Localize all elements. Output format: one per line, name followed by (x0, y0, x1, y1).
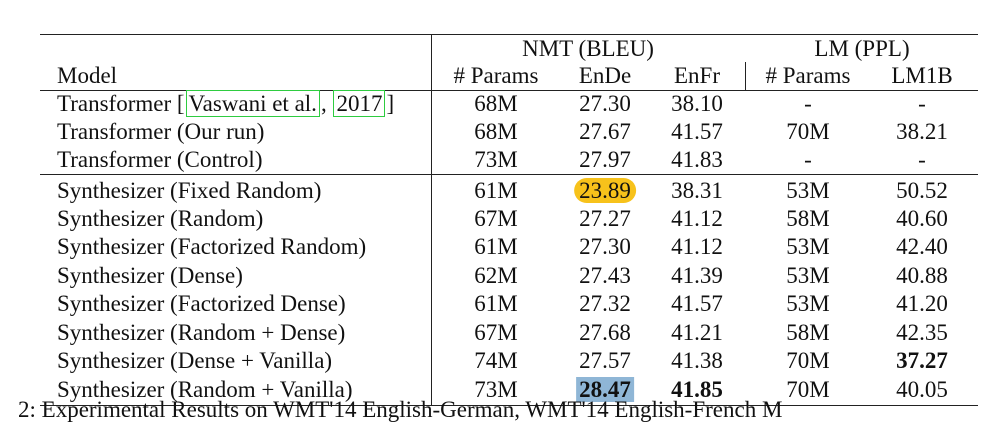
table-cell-params: 67M (474, 206, 518, 231)
table-cell-lm-params: 58M (786, 206, 830, 231)
table-cell-model: Transformer (Our run) (57, 119, 265, 144)
orange-highlight: 23.89 (574, 178, 636, 203)
col-header-ende: EnDe (578, 63, 632, 88)
table-cell-model: Synthesizer (Random + Vanilla) (57, 377, 353, 402)
table-cell-ende: 27.67 (579, 119, 631, 144)
table-top-rule (40, 34, 978, 35)
table-cell-lm1b: 40.05 (896, 377, 948, 402)
citation-year-link[interactable]: 2017 (333, 90, 386, 117)
table-cell-lm1b: 42.40 (896, 234, 948, 259)
table-cell-params: 61M (474, 291, 518, 316)
table-cell-lm1b: - (918, 91, 926, 116)
table-cell-enfr: 41.12 (671, 206, 723, 231)
table-cell-ende: 27.97 (579, 147, 631, 172)
table-cell-params: 61M (474, 178, 518, 203)
table-cell-ende-highlighted: 23.89 (574, 177, 636, 205)
table-cell-lm-params: 70M (786, 348, 830, 373)
table-cell-ende: 27.57 (579, 348, 631, 373)
table-cell-ende-best: 28.47 (576, 376, 634, 404)
table-cell-params: 67M (474, 320, 518, 345)
table-cell-lm1b: 40.88 (896, 263, 948, 288)
table-cell-enfr: 41.38 (671, 348, 723, 373)
table-cell-lm-params: - (804, 147, 812, 172)
table-cell-params: 68M (474, 91, 518, 116)
table-cell-lm1b: 38.21 (896, 119, 948, 144)
model-prefix: Transformer [ (57, 91, 185, 116)
table-cell-model: Synthesizer (Random) (57, 206, 264, 231)
table-cell-enfr-best: 41.85 (671, 377, 723, 402)
col-header-lm-params: # Params (765, 63, 851, 88)
table-cell-lm1b: 40.60 (896, 206, 948, 231)
table-cell-lm-params: 70M (786, 377, 830, 402)
table-cell-enfr: 41.57 (671, 119, 723, 144)
table-cell-lm-params: 53M (786, 263, 830, 288)
table-cell-params: 62M (474, 263, 518, 288)
table-cell-params: 73M (474, 147, 518, 172)
table-cell-params: 73M (474, 377, 518, 402)
table-cell-enfr: 41.57 (671, 291, 723, 316)
col-header-model: Model (57, 63, 118, 88)
table-cell-lm1b: - (918, 147, 926, 172)
col-header-params: # Params (453, 63, 539, 88)
table-cell-lm1b: 41.20 (896, 291, 948, 316)
blue-highlight: 28.47 (576, 377, 634, 402)
model-suffix: ] (386, 91, 395, 116)
table-caption: 2: Experimental Results on WMT'14 Englis… (18, 397, 783, 422)
group-rule (40, 174, 978, 175)
table-cell-model: Synthesizer (Dense) (57, 263, 243, 288)
table-cell-enfr: 41.83 (671, 147, 723, 172)
table-cell-model: Synthesizer (Random + Dense) (57, 320, 346, 345)
table-cell-lm-params: 58M (786, 320, 830, 345)
table-cell-ende: 27.27 (579, 206, 631, 231)
table-cell-enfr: 38.10 (671, 91, 723, 116)
table-cell-enfr: 38.31 (671, 178, 723, 203)
table-cell-enfr: 41.12 (671, 234, 723, 259)
table-cell-enfr: 41.39 (671, 263, 723, 288)
table-cell-lm-params: 53M (786, 234, 830, 259)
citation-separator: , (320, 91, 333, 116)
lm-group-header: LM (PPL) (814, 36, 910, 61)
citation-author-link[interactable]: Vaswani et al. (185, 90, 320, 117)
table-cell-model: Synthesizer (Dense + Vanilla) (57, 348, 333, 373)
table-cell-lm-params: 53M (786, 291, 830, 316)
column-separator-lm (745, 62, 746, 90)
table-cell-enfr: 41.21 (671, 320, 723, 345)
col-header-lm1b: LM1B (891, 63, 953, 88)
col-header-enfr: EnFr (674, 63, 720, 88)
table-cell-ende: 27.30 (579, 234, 631, 259)
column-separator-model (431, 34, 432, 406)
table-cell-ende: 27.43 (579, 263, 631, 288)
nmt-group-header: NMT (BLEU) (522, 36, 654, 61)
table-cell-lm1b: 42.35 (896, 320, 948, 345)
table-cell-params: 68M (474, 119, 518, 144)
table-cell-lm1b-best: 37.27 (896, 348, 948, 373)
table-cell-model: Synthesizer (Factorized Random) (57, 234, 367, 259)
table-cell-lm1b: 50.52 (896, 178, 948, 203)
table-cell-ende: 27.30 (579, 91, 631, 116)
table-cell-model: Transformer (Control) (57, 147, 263, 172)
table-cell-ende: 27.32 (579, 291, 631, 316)
table-bottom-rule (40, 405, 978, 406)
table-cell-lm-params: - (804, 91, 812, 116)
table-cell-ende: 27.68 (579, 320, 631, 345)
table-cell-model: Synthesizer (Factorized Dense) (57, 291, 346, 316)
table-cell-model: Synthesizer (Fixed Random) (57, 178, 322, 203)
table-row-model: Transformer [Vaswani et al., 2017] (57, 90, 394, 118)
table-cell-lm-params: 70M (786, 119, 830, 144)
header-rule (40, 90, 978, 91)
table-cell-lm-params: 53M (786, 178, 830, 203)
table-cell-params: 61M (474, 234, 518, 259)
table-cell-params: 74M (474, 348, 518, 373)
